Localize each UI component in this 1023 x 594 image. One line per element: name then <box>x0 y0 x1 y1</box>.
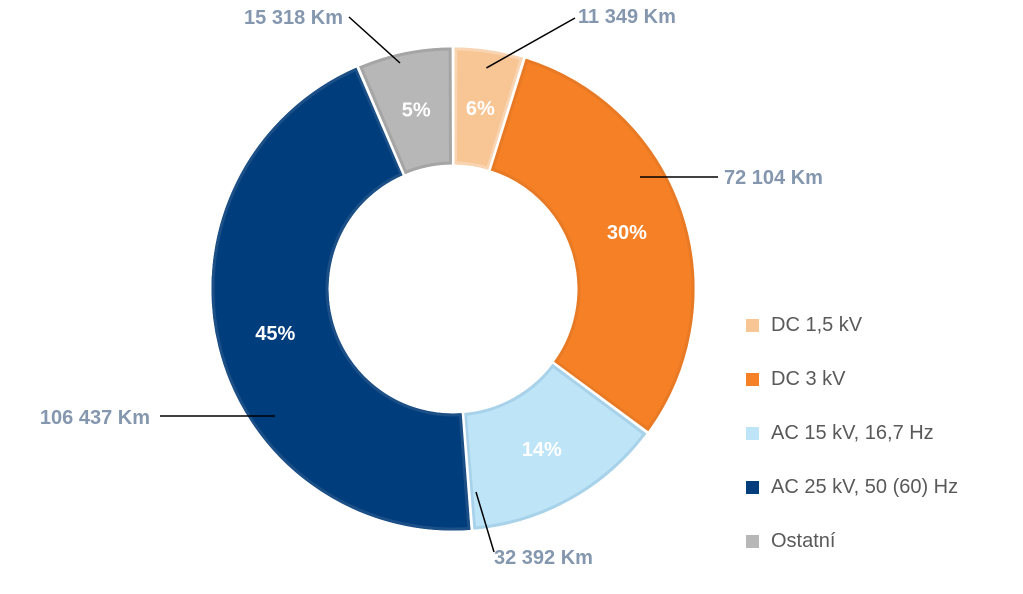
legend-swatch <box>746 426 759 440</box>
leader-line <box>486 17 576 69</box>
donut-slices <box>208 44 698 534</box>
legend-item-ac-25kv: AC 25 kV, 50 (60) Hz <box>746 460 958 514</box>
percent-label: 30% <box>607 222 647 244</box>
value-label: 11 349 Km <box>578 6 676 28</box>
legend: DC 1,5 kV DC 3 kV AC 15 kV, 16,7 Hz AC 2… <box>746 298 958 568</box>
legend-label: AC 25 kV, 50 (60) Hz <box>771 475 959 498</box>
slice-border-3 <box>211 67 471 531</box>
slice-border-2 <box>463 363 647 530</box>
percent-label: 6% <box>466 98 495 120</box>
legend-swatch <box>746 318 759 332</box>
value-label: 106 437 Km <box>40 407 150 429</box>
slice-border-1 <box>490 58 695 432</box>
legend-item-ostatni: Ostatní <box>746 514 958 568</box>
legend-item-dc-1-5kv: DC 1,5 kV <box>746 298 958 352</box>
slice-3 <box>208 63 474 534</box>
slice-1 <box>487 54 698 436</box>
slice-border-0 <box>454 47 524 170</box>
legend-label: AC 15 kV, 16,7 Hz <box>771 421 934 444</box>
legend-swatch <box>746 534 759 548</box>
percent-label: 45% <box>255 323 295 345</box>
legend-item-dc-3kv: DC 3 kV <box>746 352 958 406</box>
slice-border-4 <box>359 47 452 175</box>
value-label: 15 318 Km <box>244 7 343 29</box>
slice-4 <box>355 44 455 178</box>
percent-label: 14% <box>522 439 562 461</box>
percent-labels: 6% 30% 14% 45% 5% <box>255 98 647 461</box>
slice-2 <box>460 359 651 533</box>
legend-swatch <box>746 372 759 386</box>
legend-item-ac-15kv: AC 15 kV, 16,7 Hz <box>746 406 958 460</box>
value-labels: 11 349 Km 72 104 Km 32 392 Km 106 437 Km 15 … <box>40 6 823 569</box>
leader-line <box>348 16 401 64</box>
value-label: 32 392 Km <box>494 547 593 569</box>
legend-label: Ostatní <box>771 529 836 552</box>
leader-line <box>475 491 495 553</box>
leader-lines <box>160 16 718 553</box>
value-label: 72 104 Km <box>724 167 823 189</box>
legend-swatch <box>746 480 759 494</box>
percent-label: 5% <box>402 100 431 122</box>
legend-label: DC 3 kV <box>771 367 846 390</box>
legend-label: DC 1,5 kV <box>771 313 863 336</box>
